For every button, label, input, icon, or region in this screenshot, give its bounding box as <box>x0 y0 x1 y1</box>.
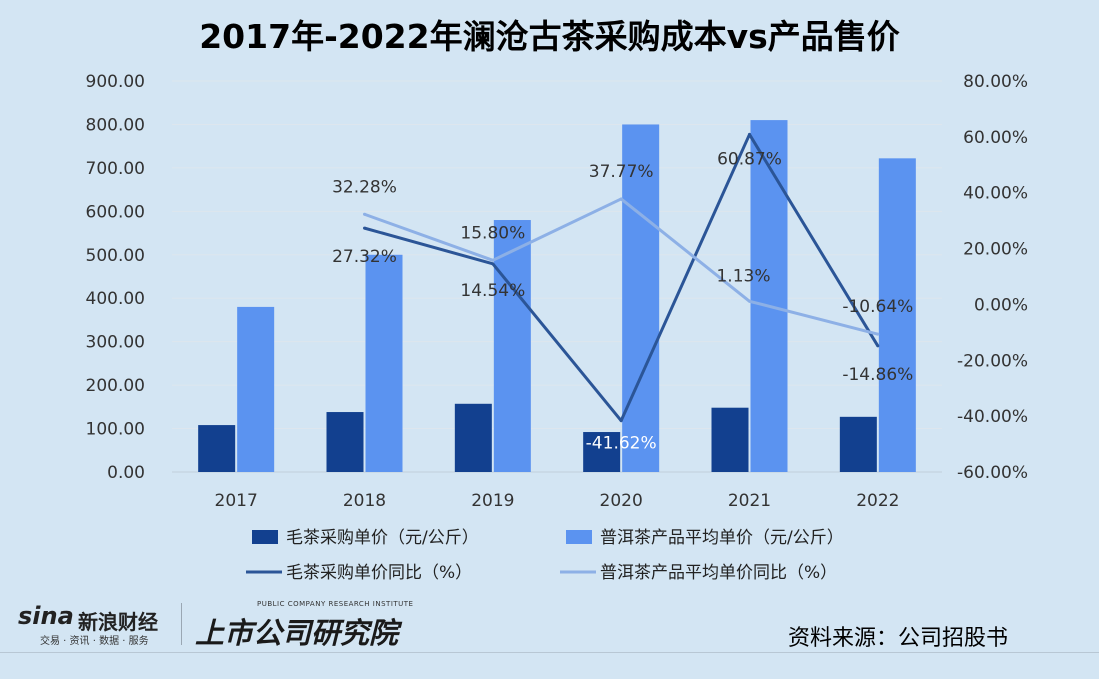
institute-cn: 上市公司研究院 <box>195 616 399 650</box>
category-label: 2022 <box>856 491 899 511</box>
category-label: 2019 <box>471 491 514 511</box>
right-tick-label: -20.00% <box>957 351 1028 371</box>
bar-raw-tea <box>454 403 492 472</box>
bar-puer-price <box>622 124 660 472</box>
category-labels: 2017 2018 2019 2020 2021 2022 <box>215 491 900 511</box>
label-puer-yoy: -10.64% <box>842 297 913 317</box>
gridlines <box>172 80 942 473</box>
right-tick-label: 0.00% <box>974 295 1028 315</box>
point-puer-yoy <box>619 197 623 201</box>
data-labels: 27.32% 14.54% -41.62% 60.87% -14.86% 32.28% 15… <box>332 149 913 453</box>
bar-series <box>198 120 916 472</box>
point-raw-tea-yoy <box>619 419 623 423</box>
legend: 毛茶采购单价（元/公斤） 普洱茶产品平均单价（元/公斤） 毛茶采购单价同比（%） 普洱… <box>246 528 844 583</box>
label-puer-yoy: 15.80% <box>460 223 525 243</box>
line-series <box>363 132 880 423</box>
bar-raw-tea <box>326 412 364 472</box>
left-tick-label: 100.00 <box>86 420 145 440</box>
combo-chart: 0.00 100.00 200.00 300.00 400.00 500.00 600.00… <box>86 72 1028 583</box>
point-puer-yoy <box>491 258 495 262</box>
bar-puer-price <box>365 254 403 472</box>
left-tick-label: 800.00 <box>86 115 145 135</box>
right-axis-ticks: -60.00% -40.00% -20.00% 0.00% 20.00% 40.00% 60… <box>957 72 1028 483</box>
point-raw-tea-yoy <box>876 344 880 348</box>
label-raw-tea-yoy: -14.86% <box>842 365 913 385</box>
institute-en: PUBLIC COMPANY RESEARCH INSTITUTE <box>257 600 414 608</box>
label-raw-tea-yoy: 27.32% <box>332 247 397 267</box>
point-puer-yoy <box>363 212 366 216</box>
left-tick-label: 200.00 <box>86 376 145 396</box>
bar-raw-tea <box>839 416 877 472</box>
sina-brand-sub: 交易 · 资讯 · 数据 · 服务 <box>40 636 149 647</box>
bar-raw-tea <box>583 432 621 472</box>
right-tick-label: -40.00% <box>957 407 1028 427</box>
bar-puer-price <box>493 220 531 472</box>
category-label: 2018 <box>343 491 386 511</box>
category-label: 2017 <box>215 491 258 511</box>
sina-finance-logo: sina 新浪财经 交易 · 资讯 · 数据 · 服务 <box>18 600 178 648</box>
right-tick-label: 40.00% <box>963 184 1028 204</box>
chart-title: 2017年-2022年澜沧古茶采购成本vs产品售价 <box>199 17 900 56</box>
bar-raw-tea <box>198 425 236 472</box>
point-raw-tea-yoy <box>491 262 495 266</box>
bar-puer-price <box>750 120 788 472</box>
left-tick-label: 700.00 <box>86 159 145 179</box>
left-tick-label: 600.00 <box>86 202 145 222</box>
right-tick-label: -60.00% <box>957 463 1028 483</box>
label-raw-tea-yoy: 14.54% <box>460 281 525 301</box>
bar-puer-price <box>878 158 916 472</box>
label-puer-yoy: 1.13% <box>716 266 770 286</box>
sina-brand-cn: 新浪财经 <box>78 610 158 634</box>
right-tick-label: 20.00% <box>963 240 1028 260</box>
point-raw-tea-yoy <box>363 226 366 230</box>
point-puer-yoy <box>876 332 880 336</box>
label-puer-yoy: 37.77% <box>589 162 654 182</box>
right-tick-label: 80.00% <box>963 72 1028 92</box>
sina-brand: sina <box>18 602 74 630</box>
logo-divider <box>181 603 182 645</box>
legend-label: 普洱茶产品平均单价（元/公斤） <box>600 528 844 548</box>
label-puer-yoy: 32.28% <box>332 177 397 197</box>
bar-raw-tea <box>711 407 749 472</box>
footer-divider <box>0 652 1099 653</box>
left-tick-label: 400.00 <box>86 289 145 309</box>
legend-label: 毛茶采购单价（元/公斤） <box>286 528 479 548</box>
point-puer-yoy <box>748 299 751 303</box>
left-tick-label: 500.00 <box>86 246 145 266</box>
left-tick-label: 900.00 <box>86 72 145 92</box>
category-label: 2020 <box>600 491 643 511</box>
left-axis-ticks: 0.00 100.00 200.00 300.00 400.00 500.00 600.00… <box>86 72 145 483</box>
source-note: 资料来源：公司招股书 <box>788 626 1009 651</box>
legend-swatch <box>252 530 278 544</box>
legend-swatch <box>566 530 592 544</box>
legend-label: 普洱茶产品平均单价同比（%） <box>600 563 837 583</box>
left-tick-label: 300.00 <box>86 333 145 353</box>
label-raw-tea-yoy: -41.62% <box>586 434 657 454</box>
right-tick-label: 60.00% <box>963 128 1028 148</box>
category-label: 2021 <box>728 491 771 511</box>
bar-puer-price <box>237 306 275 472</box>
legend-label: 毛茶采购单价同比（%） <box>286 563 472 583</box>
left-tick-label: 0.00 <box>107 463 145 483</box>
label-raw-tea-yoy: 60.87% <box>717 149 782 169</box>
point-raw-tea-yoy <box>748 132 751 136</box>
institute-logo: PUBLIC COMPANY RESEARCH INSTITUTE 上市公司研究… <box>195 600 413 650</box>
